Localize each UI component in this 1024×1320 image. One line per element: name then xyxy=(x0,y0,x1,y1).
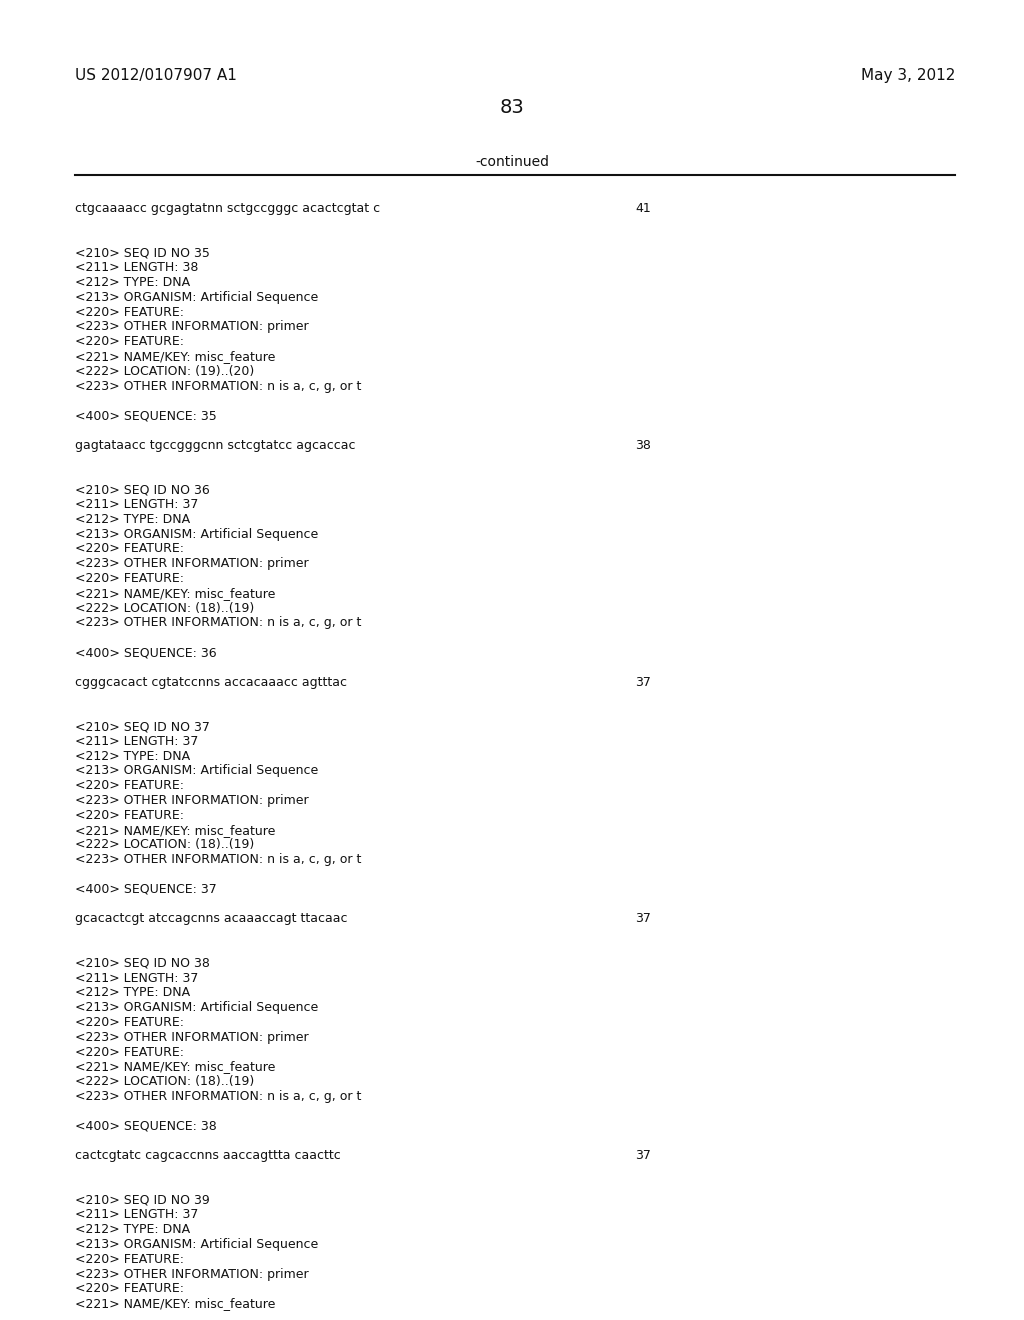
Text: <212> TYPE: DNA: <212> TYPE: DNA xyxy=(75,986,190,999)
Text: <221> NAME/KEY: misc_feature: <221> NAME/KEY: misc_feature xyxy=(75,1298,275,1311)
Text: <220> FEATURE:: <220> FEATURE: xyxy=(75,1045,184,1059)
Text: <223> OTHER INFORMATION: n is a, c, g, or t: <223> OTHER INFORMATION: n is a, c, g, o… xyxy=(75,616,361,630)
Text: <221> NAME/KEY: misc_feature: <221> NAME/KEY: misc_feature xyxy=(75,824,275,837)
Text: <223> OTHER INFORMATION: n is a, c, g, or t: <223> OTHER INFORMATION: n is a, c, g, o… xyxy=(75,380,361,392)
Text: May 3, 2012: May 3, 2012 xyxy=(860,69,955,83)
Text: <213> ORGANISM: Artificial Sequence: <213> ORGANISM: Artificial Sequence xyxy=(75,1001,318,1014)
Text: <220> FEATURE:: <220> FEATURE: xyxy=(75,1253,184,1266)
Text: cactcgtatc cagcaccnns aaccagttta caacttc: cactcgtatc cagcaccnns aaccagttta caacttc xyxy=(75,1150,341,1162)
Text: 83: 83 xyxy=(500,98,524,117)
Text: <212> TYPE: DNA: <212> TYPE: DNA xyxy=(75,276,190,289)
Text: <400> SEQUENCE: 37: <400> SEQUENCE: 37 xyxy=(75,883,217,896)
Text: <210> SEQ ID NO 35: <210> SEQ ID NO 35 xyxy=(75,247,210,260)
Text: <223> OTHER INFORMATION: primer: <223> OTHER INFORMATION: primer xyxy=(75,795,308,807)
Text: <211> LENGTH: 37: <211> LENGTH: 37 xyxy=(75,1208,199,1221)
Text: <211> LENGTH: 38: <211> LENGTH: 38 xyxy=(75,261,199,275)
Text: <211> LENGTH: 37: <211> LENGTH: 37 xyxy=(75,735,199,748)
Text: <210> SEQ ID NO 36: <210> SEQ ID NO 36 xyxy=(75,483,210,496)
Text: <220> FEATURE:: <220> FEATURE: xyxy=(75,543,184,556)
Text: 37: 37 xyxy=(635,1150,651,1162)
Text: <220> FEATURE:: <220> FEATURE: xyxy=(75,809,184,822)
Text: ctgcaaaacc gcgagtatnn sctgccgggc acactcgtat c: ctgcaaaacc gcgagtatnn sctgccgggc acactcg… xyxy=(75,202,380,215)
Text: <220> FEATURE:: <220> FEATURE: xyxy=(75,1283,184,1295)
Text: <223> OTHER INFORMATION: primer: <223> OTHER INFORMATION: primer xyxy=(75,1267,308,1280)
Text: <210> SEQ ID NO 37: <210> SEQ ID NO 37 xyxy=(75,719,210,733)
Text: <220> FEATURE:: <220> FEATURE: xyxy=(75,572,184,585)
Text: <222> LOCATION: (18)..(19): <222> LOCATION: (18)..(19) xyxy=(75,838,254,851)
Text: <400> SEQUENCE: 35: <400> SEQUENCE: 35 xyxy=(75,409,217,422)
Text: <212> TYPE: DNA: <212> TYPE: DNA xyxy=(75,1224,190,1237)
Text: <222> LOCATION: (18)..(19): <222> LOCATION: (18)..(19) xyxy=(75,1076,254,1088)
Text: 37: 37 xyxy=(635,676,651,689)
Text: 38: 38 xyxy=(635,438,651,451)
Text: <213> ORGANISM: Artificial Sequence: <213> ORGANISM: Artificial Sequence xyxy=(75,528,318,541)
Text: <213> ORGANISM: Artificial Sequence: <213> ORGANISM: Artificial Sequence xyxy=(75,1238,318,1251)
Text: <221> NAME/KEY: misc_feature: <221> NAME/KEY: misc_feature xyxy=(75,587,275,599)
Text: <400> SEQUENCE: 38: <400> SEQUENCE: 38 xyxy=(75,1119,217,1133)
Text: <220> FEATURE:: <220> FEATURE: xyxy=(75,779,184,792)
Text: <222> LOCATION: (18)..(19): <222> LOCATION: (18)..(19) xyxy=(75,602,254,615)
Text: <211> LENGTH: 37: <211> LENGTH: 37 xyxy=(75,498,199,511)
Text: gcacactcgt atccagcnns acaaaccagt ttacaac: gcacactcgt atccagcnns acaaaccagt ttacaac xyxy=(75,912,347,925)
Text: 37: 37 xyxy=(635,912,651,925)
Text: <213> ORGANISM: Artificial Sequence: <213> ORGANISM: Artificial Sequence xyxy=(75,764,318,777)
Text: <222> LOCATION: (19)..(20): <222> LOCATION: (19)..(20) xyxy=(75,364,254,378)
Text: <220> FEATURE:: <220> FEATURE: xyxy=(75,335,184,348)
Text: <223> OTHER INFORMATION: primer: <223> OTHER INFORMATION: primer xyxy=(75,321,308,334)
Text: <220> FEATURE:: <220> FEATURE: xyxy=(75,1016,184,1030)
Text: <400> SEQUENCE: 36: <400> SEQUENCE: 36 xyxy=(75,645,217,659)
Text: <210> SEQ ID NO 38: <210> SEQ ID NO 38 xyxy=(75,957,210,970)
Text: <213> ORGANISM: Artificial Sequence: <213> ORGANISM: Artificial Sequence xyxy=(75,290,318,304)
Text: US 2012/0107907 A1: US 2012/0107907 A1 xyxy=(75,69,237,83)
Text: <223> OTHER INFORMATION: primer: <223> OTHER INFORMATION: primer xyxy=(75,557,308,570)
Text: gagtataacc tgccgggcnn sctcgtatcc agcaccac: gagtataacc tgccgggcnn sctcgtatcc agcacca… xyxy=(75,438,355,451)
Text: cgggcacact cgtatccnns accacaaacc agtttac: cgggcacact cgtatccnns accacaaacc agtttac xyxy=(75,676,347,689)
Text: <212> TYPE: DNA: <212> TYPE: DNA xyxy=(75,750,190,763)
Text: <223> OTHER INFORMATION: primer: <223> OTHER INFORMATION: primer xyxy=(75,1031,308,1044)
Text: <220> FEATURE:: <220> FEATURE: xyxy=(75,306,184,318)
Text: <223> OTHER INFORMATION: n is a, c, g, or t: <223> OTHER INFORMATION: n is a, c, g, o… xyxy=(75,1090,361,1104)
Text: <221> NAME/KEY: misc_feature: <221> NAME/KEY: misc_feature xyxy=(75,1060,275,1073)
Text: -continued: -continued xyxy=(475,154,549,169)
Text: 41: 41 xyxy=(635,202,650,215)
Text: <211> LENGTH: 37: <211> LENGTH: 37 xyxy=(75,972,199,985)
Text: <223> OTHER INFORMATION: n is a, c, g, or t: <223> OTHER INFORMATION: n is a, c, g, o… xyxy=(75,853,361,866)
Text: <221> NAME/KEY: misc_feature: <221> NAME/KEY: misc_feature xyxy=(75,350,275,363)
Text: <212> TYPE: DNA: <212> TYPE: DNA xyxy=(75,512,190,525)
Text: <210> SEQ ID NO 39: <210> SEQ ID NO 39 xyxy=(75,1193,210,1206)
